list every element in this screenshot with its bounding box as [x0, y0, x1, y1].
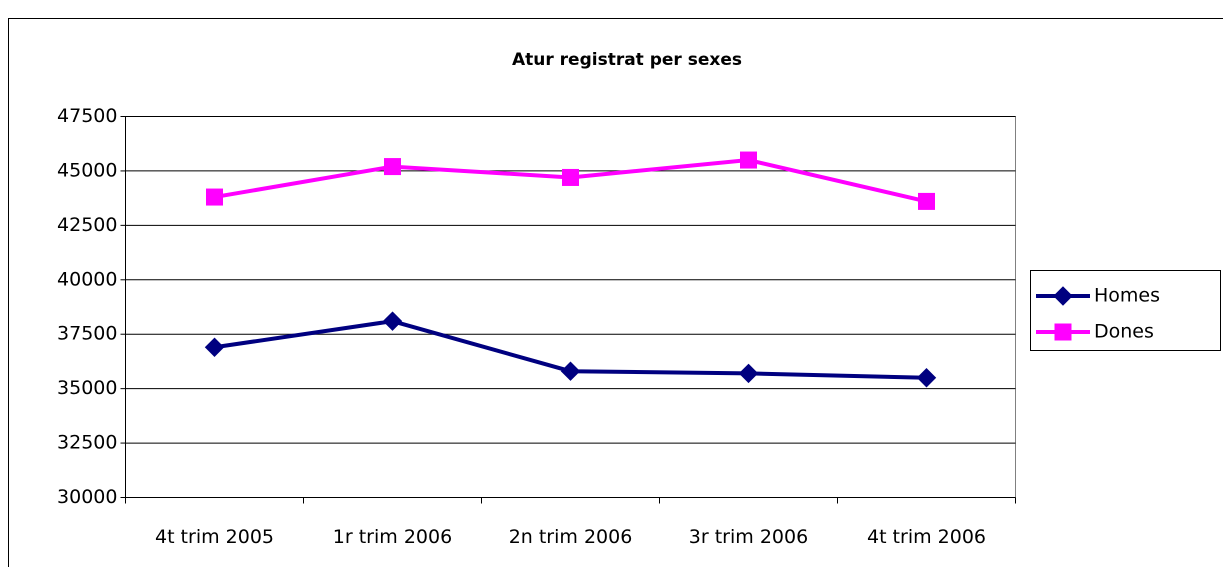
data-point	[740, 151, 757, 169]
y-tick-label: 45000	[57, 159, 117, 181]
x-tick-label: 3r trim 2006	[689, 526, 808, 548]
legend-marker	[1053, 286, 1073, 306]
data-point	[206, 188, 223, 206]
y-tick-label: 47500	[57, 105, 117, 127]
data-point	[384, 158, 401, 176]
x-tick-label: 4t trim 2005	[155, 526, 274, 548]
y-tick-label: 35000	[57, 377, 117, 399]
x-tick-label: 2n trim 2006	[509, 526, 633, 548]
legend-label: Dones	[1094, 321, 1154, 343]
x-tick-label: 4t trim 2006	[867, 526, 986, 548]
y-tick-label: 42500	[57, 214, 117, 236]
data-point	[562, 168, 579, 186]
y-tick-label: 37500	[57, 323, 117, 345]
y-tick-label: 32500	[57, 432, 117, 454]
data-point	[382, 311, 403, 331]
data-point	[738, 363, 759, 384]
y-tick-label: 30000	[57, 486, 117, 508]
legend-marker	[1054, 323, 1072, 341]
y-tick-label: 40000	[57, 268, 117, 290]
legend-label: Homes	[1094, 285, 1160, 307]
data-point	[204, 337, 225, 357]
data-point	[560, 361, 581, 381]
data-point	[918, 192, 935, 210]
data-point	[916, 368, 937, 388]
chart-title: Atur registrat per sexes	[512, 50, 742, 70]
x-tick-label: 1r trim 2006	[333, 526, 452, 548]
